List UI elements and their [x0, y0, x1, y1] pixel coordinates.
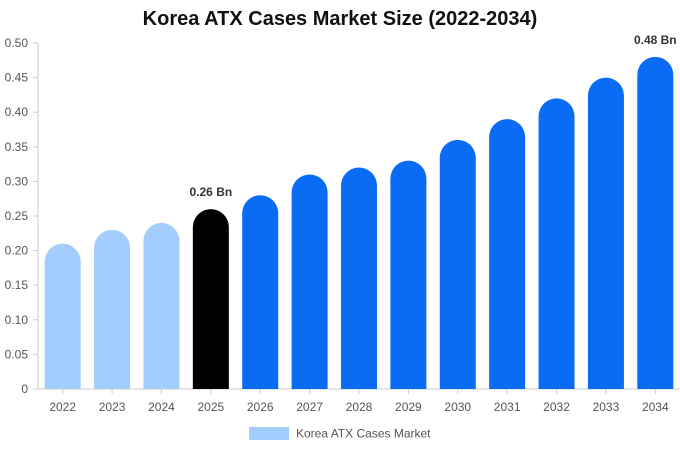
x-axis: 2022 2023 2024 2025 2026 2027 2028 2029 2030 2031… — [38, 388, 680, 414]
bar-2022 — [44, 243, 81, 389]
bar-2027 — [291, 174, 328, 389]
data-label-2034: 0.48 Bn — [634, 33, 677, 47]
y-tick-label: 0.40 — [5, 105, 29, 119]
x-tick-label: 2029 — [395, 400, 422, 414]
bar-2031 — [489, 119, 526, 389]
y-tick-label: 0.35 — [5, 140, 29, 154]
y-tick-label: 0.50 — [5, 36, 29, 50]
bar-2030 — [439, 139, 476, 389]
bar-2029 — [390, 160, 427, 389]
y-tick-label: 0.05 — [5, 347, 29, 361]
x-tick-label: 2024 — [148, 400, 175, 414]
bar-2028 — [341, 167, 377, 389]
x-tick-label: 2026 — [247, 400, 274, 414]
bar-2024 — [143, 222, 180, 389]
x-tick-label: 2031 — [494, 400, 521, 414]
y-tick-label: 0.15 — [5, 278, 29, 292]
chart-title: Korea ATX Cases Market Size (2022-2034) — [142, 8, 538, 30]
x-tick-label: 2030 — [444, 400, 471, 414]
y-axis: 0 0.05 0.10 0.15 0.20 0.25 0.30 0.35 0.40 0.45 0.5… — [5, 36, 39, 396]
bar-2033 — [587, 77, 624, 389]
x-tick-label: 2027 — [296, 400, 323, 414]
x-tick-label: 2022 — [49, 400, 76, 414]
y-tick-label: 0.30 — [5, 174, 29, 188]
y-tick-label: 0.45 — [5, 71, 29, 85]
bar-2034 — [637, 56, 674, 390]
bar-2026 — [242, 195, 279, 389]
y-tick-label: 0.10 — [5, 313, 29, 327]
x-tick-label: 2028 — [346, 400, 373, 414]
y-tick-label: 0.20 — [5, 244, 29, 258]
x-tick-label: 2023 — [99, 400, 126, 414]
y-tick-label: 0 — [21, 382, 28, 396]
x-tick-label: 2032 — [543, 400, 570, 414]
x-tick-label: 2034 — [642, 400, 669, 414]
bar-2023 — [94, 229, 131, 389]
bar-2032 — [538, 98, 575, 390]
legend-label: Korea ATX Cases Market — [296, 427, 431, 441]
bar-2025 — [192, 209, 229, 389]
legend-swatch — [249, 427, 289, 440]
x-tick-label: 2033 — [593, 400, 620, 414]
data-labels-group: 0.26 Bn 0.48 Bn — [190, 33, 677, 199]
data-label-2025: 0.26 Bn — [190, 185, 233, 199]
x-tick-label: 2025 — [197, 400, 224, 414]
bars-group — [44, 56, 674, 390]
legend: Korea ATX Cases Market — [249, 427, 431, 441]
y-tick-label: 0.25 — [5, 209, 29, 223]
